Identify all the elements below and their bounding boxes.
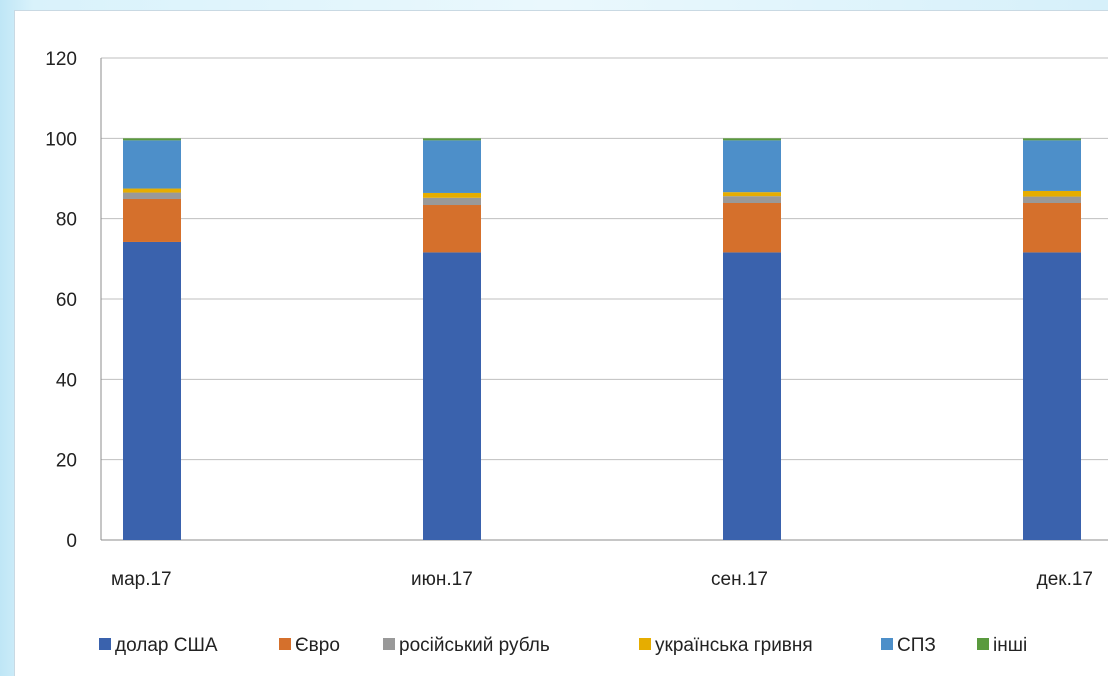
- bar-segment: [123, 198, 181, 242]
- bar-segment: [423, 140, 481, 193]
- bar-segment: [123, 138, 181, 141]
- y-tick-label: 0: [66, 531, 77, 552]
- legend-swatch: [279, 638, 291, 650]
- legend-label: українська гривня: [655, 635, 813, 656]
- legend-entry: СПЗ: [881, 635, 936, 656]
- bar-segment: [423, 197, 481, 206]
- bar-segment: [1023, 190, 1081, 197]
- legend-entry: Євро: [279, 635, 340, 656]
- x-tick-label: мар.17: [111, 569, 172, 590]
- legend: долар США Євро російський рубль українська …: [99, 635, 1027, 656]
- bar-segment: [1023, 196, 1081, 204]
- legend-swatch: [639, 638, 651, 650]
- legend-swatch: [99, 638, 111, 650]
- y-tick-label: 80: [56, 210, 77, 231]
- bar-segment: [723, 252, 781, 540]
- legend-entry: долар США: [99, 635, 218, 656]
- bar-segment: [1023, 138, 1081, 141]
- bars: [123, 138, 1081, 541]
- bar-segment: [123, 140, 181, 189]
- bar-segment: [723, 203, 781, 253]
- stacked-bar-chart: 0 20 40 60 80 100 120 мар.17 июн.17 сен.17 дек.17…: [45, 49, 1108, 656]
- y-tick-label: 100: [45, 129, 77, 150]
- legend-label: долар США: [115, 635, 218, 656]
- bar-segment: [1023, 203, 1081, 253]
- bar-segment: [123, 188, 181, 193]
- legend-entry: інші: [977, 635, 1027, 656]
- legend-label: інші: [993, 635, 1027, 656]
- bar-segment: [123, 241, 181, 541]
- gridlines: [100, 57, 1108, 541]
- chart-frame: 0 20 40 60 80 100 120 мар.17 июн.17 сен.17 дек.17…: [14, 10, 1108, 676]
- bar-segment: [423, 192, 481, 198]
- bar-segment: [1023, 140, 1081, 191]
- legend-entry: українська гривня: [639, 635, 813, 656]
- bar-segment: [723, 140, 781, 193]
- y-axis-tick-labels: 0 20 40 60 80 100 120: [45, 49, 77, 552]
- legend-swatch: [881, 638, 893, 650]
- legend-label: Євро: [295, 635, 340, 656]
- y-tick-label: 60: [56, 290, 77, 311]
- x-tick-label: июн.17: [411, 569, 473, 590]
- x-axis-tick-labels: мар.17 июн.17 сен.17 дек.17: [111, 569, 1093, 590]
- legend-label: СПЗ: [897, 635, 936, 656]
- y-tick-label: 120: [45, 49, 77, 70]
- legend-label: російський рубль: [399, 635, 550, 656]
- bar-segment: [123, 192, 181, 199]
- bar-segment: [423, 205, 481, 253]
- y-tick-label: 20: [56, 451, 77, 472]
- x-tick-label: сен.17: [711, 569, 768, 590]
- bar-segment: [1023, 252, 1081, 540]
- bar-segment: [723, 192, 781, 197]
- legend-swatch: [383, 638, 395, 650]
- bar-segment: [723, 138, 781, 141]
- bar-segment: [423, 138, 481, 141]
- bar-segment: [723, 196, 781, 204]
- y-tick-label: 40: [56, 370, 77, 391]
- bar-segment: [423, 252, 481, 540]
- legend-entry: російський рубль: [383, 635, 550, 656]
- legend-swatch: [977, 638, 989, 650]
- x-tick-label: дек.17: [1037, 569, 1093, 590]
